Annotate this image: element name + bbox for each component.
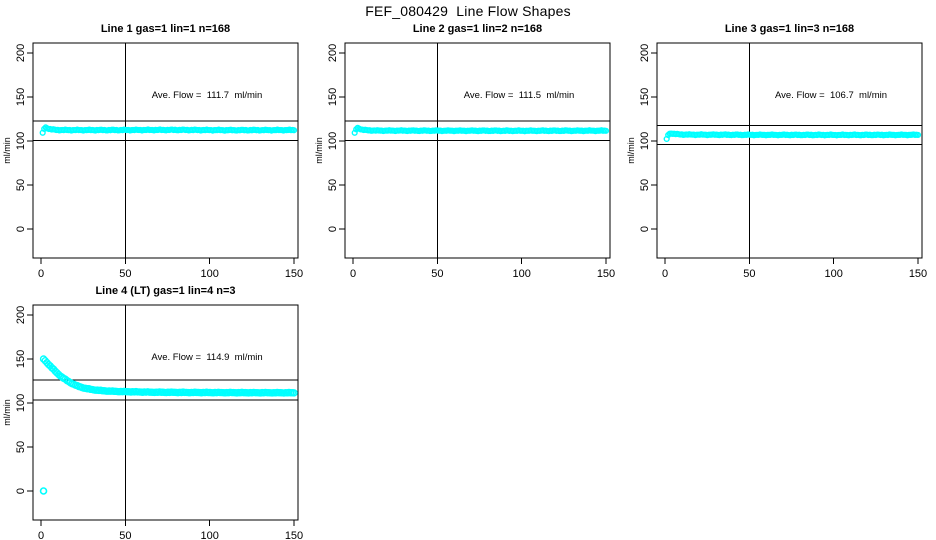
- svg-text:150: 150: [15, 350, 27, 368]
- svg-text:50: 50: [431, 268, 443, 280]
- svg-text:150: 150: [597, 268, 615, 280]
- svg-text:100: 100: [15, 394, 27, 412]
- svg-text:200: 200: [639, 44, 651, 62]
- svg-text:150: 150: [285, 268, 303, 280]
- subplot-line2: 0 50 100 150 0 50 100 150 200 ml/min Line 2 gas=1…: [312, 18, 624, 280]
- svg-text:100: 100: [824, 268, 842, 280]
- svg-text:150: 150: [285, 530, 303, 540]
- plot-area-line4-svg: 0 50 100 150 0 50 100 150 200 ml/min: [2, 304, 303, 540]
- svg-text:100: 100: [512, 268, 530, 280]
- subplot-title-line1: Line 1 gas=1 lin=1 n=168: [100, 23, 231, 35]
- subplot-line4: 0 50 100 150 0 50 100 150 200 ml/min Line 4 (LT) …: [0, 280, 312, 540]
- plot-area-line1-svg: 0 50 100 150 0 50 100 150 200 ml/min: [2, 42, 303, 280]
- ave-flow-annotation-line1: Ave. Flow = 111.7 ml/min: [151, 90, 263, 101]
- ave-flow-annotation-line3: Ave. Flow = 106.7 ml/min: [774, 90, 888, 101]
- figure-title: FEF_080429 Line Flow Shapes: [365, 3, 571, 19]
- subplot-line3: 0 50 100 150 0 50 100 150 200 ml/min Line 3 gas=1…: [624, 18, 936, 280]
- svg-text:0: 0: [38, 530, 44, 540]
- svg-text:50: 50: [743, 268, 755, 280]
- svg-text:150: 150: [15, 88, 27, 106]
- svg-text:ml/min: ml/min: [626, 137, 636, 164]
- svg-text:50: 50: [327, 179, 339, 191]
- svg-text:ml/min: ml/min: [2, 137, 12, 164]
- svg-text:150: 150: [909, 268, 927, 280]
- svg-text:ml/min: ml/min: [2, 399, 12, 426]
- svg-text:150: 150: [327, 88, 339, 106]
- plot-area-line3-svg: 0 50 100 150 0 50 100 150 200 ml/min: [626, 42, 927, 280]
- svg-text:0: 0: [15, 226, 27, 232]
- svg-text:ml/min: ml/min: [314, 137, 324, 164]
- ave-flow-annotation-line2: Ave. Flow = 111.5 ml/min: [463, 90, 575, 101]
- svg-text:0: 0: [327, 226, 339, 232]
- svg-text:50: 50: [15, 441, 27, 453]
- svg-text:100: 100: [327, 132, 339, 150]
- svg-text:100: 100: [639, 132, 651, 150]
- svg-text:150: 150: [639, 88, 651, 106]
- svg-text:200: 200: [327, 44, 339, 62]
- svg-text:200: 200: [15, 306, 27, 324]
- ave-flow-annotation-line4: Ave. Flow = 114.9 ml/min: [151, 352, 263, 363]
- svg-text:50: 50: [15, 179, 27, 191]
- svg-text:0: 0: [15, 488, 27, 494]
- svg-text:0: 0: [639, 226, 651, 232]
- subplot-line1: 0 50 100 150 0 50 100 150 200 ml/min Line 1 gas=1…: [0, 18, 312, 280]
- svg-text:0: 0: [662, 268, 668, 280]
- plot-area-line2-svg: 0 50 100 150 0 50 100 150 200 ml/min: [314, 42, 615, 280]
- svg-text:100: 100: [200, 530, 218, 540]
- svg-text:50: 50: [119, 530, 131, 540]
- svg-text:100: 100: [15, 132, 27, 150]
- subplot-title-line3: Line 3 gas=1 lin=3 n=168: [724, 23, 855, 35]
- svg-text:200: 200: [15, 44, 27, 62]
- subplot-title-line4: Line 4 (LT) gas=1 lin=4 n=3: [95, 285, 236, 297]
- subplot-title-line2: Line 2 gas=1 lin=2 n=168: [412, 23, 543, 35]
- svg-text:100: 100: [200, 268, 218, 280]
- svg-text:50: 50: [639, 179, 651, 191]
- svg-text:0: 0: [350, 268, 356, 280]
- svg-text:0: 0: [38, 268, 44, 280]
- svg-text:50: 50: [119, 268, 131, 280]
